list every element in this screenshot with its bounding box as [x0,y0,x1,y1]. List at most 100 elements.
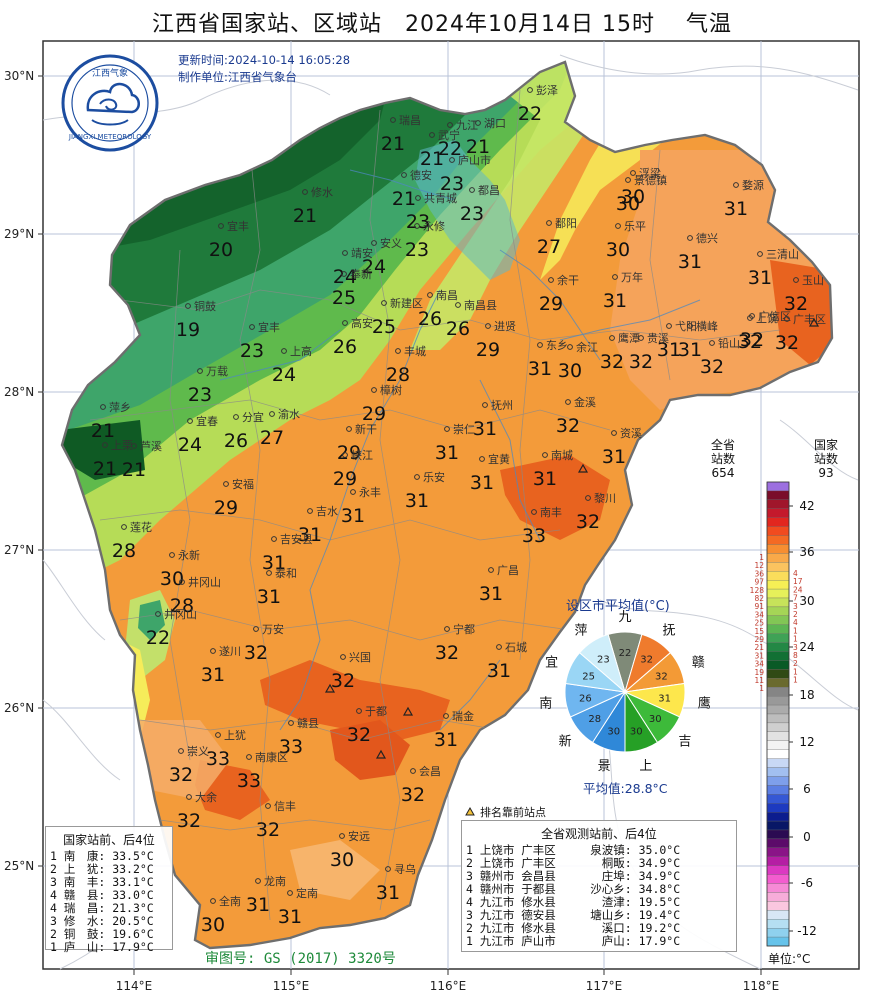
station-name: 渝水 [278,407,300,421]
station-value: 26 [333,336,357,358]
national-ranking-panel: 国家站前、后4位 1 南 康: 33.5°C 2 上 犹: 33.2°C 3 南 丰… [45,826,173,954]
station-dot-icon [687,235,693,241]
station: 井冈山 28 [170,575,221,617]
ranking-row: 1 上饶市 广丰区 泉波镇: 35.0°C [466,843,681,857]
rivers [219,169,701,731]
station-name: 宜丰 [258,320,280,334]
station-dot-icon [346,426,352,432]
legend-all-count: 25 [754,619,764,628]
station-name: 鄱阳 [555,217,577,230]
lat-tick-label: 28°N [4,385,34,399]
lon-tick-label: 115°E [273,979,310,993]
station: 婺源 31 [724,178,764,220]
pie-slice: 32 抚 [624,624,676,694]
station-dot-icon [356,708,362,714]
legend-swatch [766,892,790,902]
legend-all-count: 12 [754,561,764,570]
pie-slice: 30 上 [624,690,659,774]
legend-swatch [766,571,790,581]
station-value: 27 [260,427,284,449]
station-value: 24 [178,434,202,456]
station: 遂川 31 [201,644,241,686]
legend-swatch [766,910,790,920]
station-name: 进贤 [494,320,516,333]
station-name: 靖安 [351,246,373,260]
station: 上栗 21 [93,439,133,480]
logo-cn-text: 江西气象 [92,67,128,79]
legend-swatch [766,838,790,848]
station-name: 贵溪 [647,332,669,345]
pie-slice: 23 萍 [574,624,626,694]
station-value: 24 [333,266,357,288]
station-dot-icon [784,316,790,322]
ranking-row: 2 九江市 修水县 溪口: 19.2°C [466,921,681,935]
station-value: 23 [405,239,429,261]
station-value: 32 [775,332,799,354]
legend-swatch [766,508,790,518]
station-value: 21 [91,420,115,442]
station-name: 新干 [355,422,377,436]
legend-nat-count: 4 [793,569,798,578]
station-value: 29 [539,293,563,315]
station-dot-icon [218,223,224,229]
ranking-row: 1 南 康: 33.5°C [50,849,154,863]
station-value: 27 [537,236,561,258]
pie-title: 设区市平均值(°C) [566,599,670,614]
station-dot-icon [390,117,396,123]
station-dot-icon [121,524,127,530]
station-value: 23 [188,384,212,406]
legend-swatch [766,606,790,616]
legend-swatch [766,749,790,759]
station-name: 浮梁 [639,166,661,180]
station-value: 32 [435,642,459,664]
pie-slice-value: 25 [582,671,595,682]
station-dot-icon [339,833,345,839]
station-dot-icon [233,414,239,420]
pie-average: 平均值:28.8°C [583,781,668,796]
station-value: 31 [602,446,626,468]
station: 寻乌 31 [376,862,416,904]
station: 乐平 30 [606,220,646,261]
station-dot-icon [531,509,537,515]
station-dot-icon [350,489,356,495]
station: 渝水 27 [260,407,300,449]
station-dot-icon [496,644,502,650]
legend-tick: 42 [799,499,814,513]
station: 南康区 33 [237,750,288,792]
legend-all-count: 34 [754,610,764,619]
national-ranking-title: 国家站前、后4位 [63,833,155,847]
station: 新干 29 [337,422,377,464]
station-dot-icon [342,320,348,326]
station: 玉山 32 [784,274,824,315]
station-name: 东乡 [546,339,568,352]
legend-all-count: 29 [754,635,764,644]
station-name: 瑞金 [452,709,474,723]
station: 吉水 31 [298,505,338,546]
station-value: 31 [678,339,702,361]
station-name: 峡江 [351,448,373,462]
ranking-row: 3 九江市 德安县 塘山乡: 19.4°C [466,908,681,922]
station-name: 兴国 [349,651,371,664]
station: 芦溪 21 [122,440,162,481]
station-value: 31 [246,894,270,916]
color-legend: 42363024181260-6-12112369712882913425152… [750,481,817,947]
ranking-row: 3 修 水: 20.5°C [50,914,154,928]
legend-unit: 单位:°C [768,952,811,966]
station-dot-icon [102,442,108,448]
legend-swatch [766,785,790,795]
station-value: 31 [724,198,748,220]
station-dot-icon [615,223,621,229]
station-dot-icon [223,481,229,487]
legend-header-all-value: 654 [711,466,735,480]
station-name: 上栗 [111,439,133,452]
legend-swatch [766,883,790,893]
lon-tick-label: 116°E [430,979,467,993]
station-value: 22 [518,103,542,125]
station-value: 24 [272,364,296,386]
station-dot-icon [414,474,420,480]
station-dot-icon [342,452,348,458]
legend-nat-count: 17 [793,577,803,586]
station-value: 21 [122,459,146,481]
station: 于都 32 [347,705,387,746]
station-name: 黎川 [594,491,616,505]
